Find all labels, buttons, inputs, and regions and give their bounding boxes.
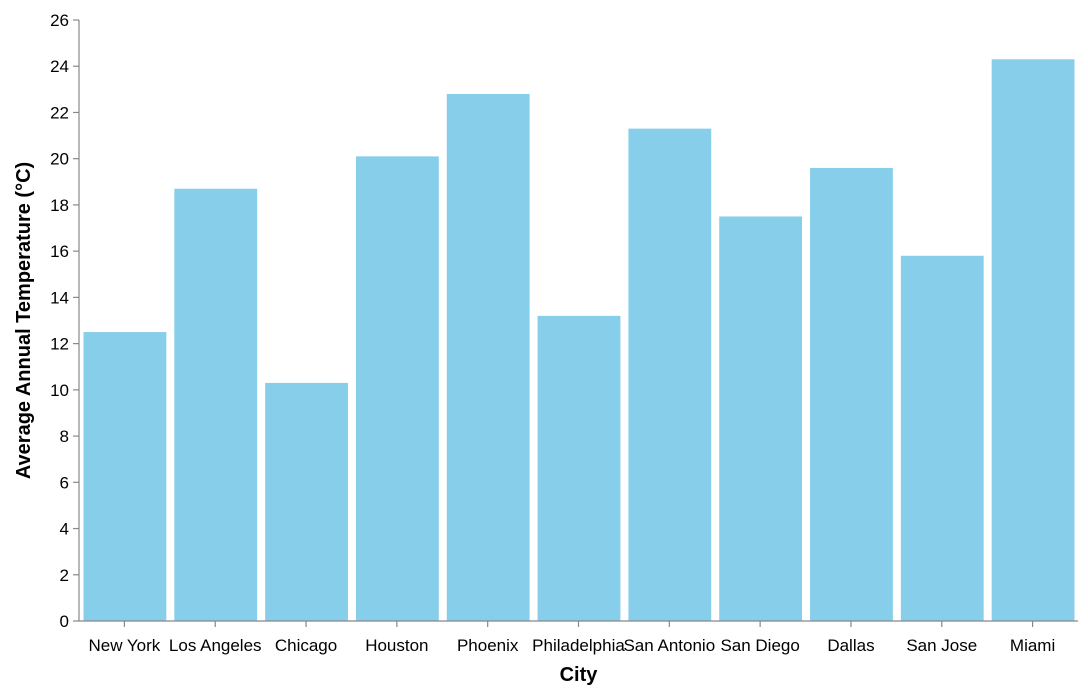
bar-houston — [355, 156, 439, 621]
y-tick-label: 16 — [50, 242, 69, 261]
bars-group — [83, 59, 1075, 622]
x-tick-label: San Antonio — [623, 636, 715, 655]
bar-san-antonio — [628, 128, 712, 621]
bar-new-york — [83, 332, 167, 621]
x-tick-label: Chicago — [275, 636, 337, 655]
y-tick-label: 12 — [50, 335, 69, 354]
bar-dallas — [810, 167, 893, 621]
y-tick-label: 20 — [50, 150, 69, 169]
bar-chicago — [265, 382, 348, 621]
y-tick-label: 8 — [60, 427, 69, 446]
y-tick-label: 10 — [50, 381, 69, 400]
bar-san-jose — [900, 255, 984, 621]
x-tick-label: Houston — [365, 636, 428, 655]
x-tick-label: Miami — [1010, 636, 1055, 655]
x-tick-label: San Jose — [906, 636, 977, 655]
y-tick-label: 18 — [50, 196, 69, 215]
y-tick-label: 0 — [60, 612, 69, 631]
bar-phoenix — [446, 93, 530, 621]
y-tick-label: 22 — [50, 103, 69, 122]
x-tick-label: Philadelphia — [532, 636, 625, 655]
x-tick-label: San Diego — [720, 636, 799, 655]
y-tick-label: 14 — [50, 288, 69, 307]
bar-los-angeles — [174, 188, 258, 621]
x-axis: New York Los Angeles Chicago Houston Phoenix… — [79, 620, 1078, 655]
bar-san-diego — [719, 216, 803, 621]
y-tick-label: 26 — [50, 11, 69, 30]
y-tick-label: 6 — [60, 473, 69, 492]
x-tick-label: Los Angeles — [169, 636, 262, 655]
y-tick-label: 2 — [60, 566, 69, 585]
y-axis-title: Average Annual Temperature (°C) — [13, 162, 35, 479]
bar-miami — [991, 59, 1075, 622]
y-tick-label: 24 — [50, 57, 69, 76]
x-axis-title: City — [560, 664, 599, 686]
x-tick-label: New York — [88, 636, 160, 655]
bar-philadelphia — [537, 315, 621, 621]
y-tick-label: 4 — [60, 520, 69, 539]
x-tick-label: Phoenix — [457, 636, 519, 655]
x-tick-label: Dallas — [827, 636, 874, 655]
